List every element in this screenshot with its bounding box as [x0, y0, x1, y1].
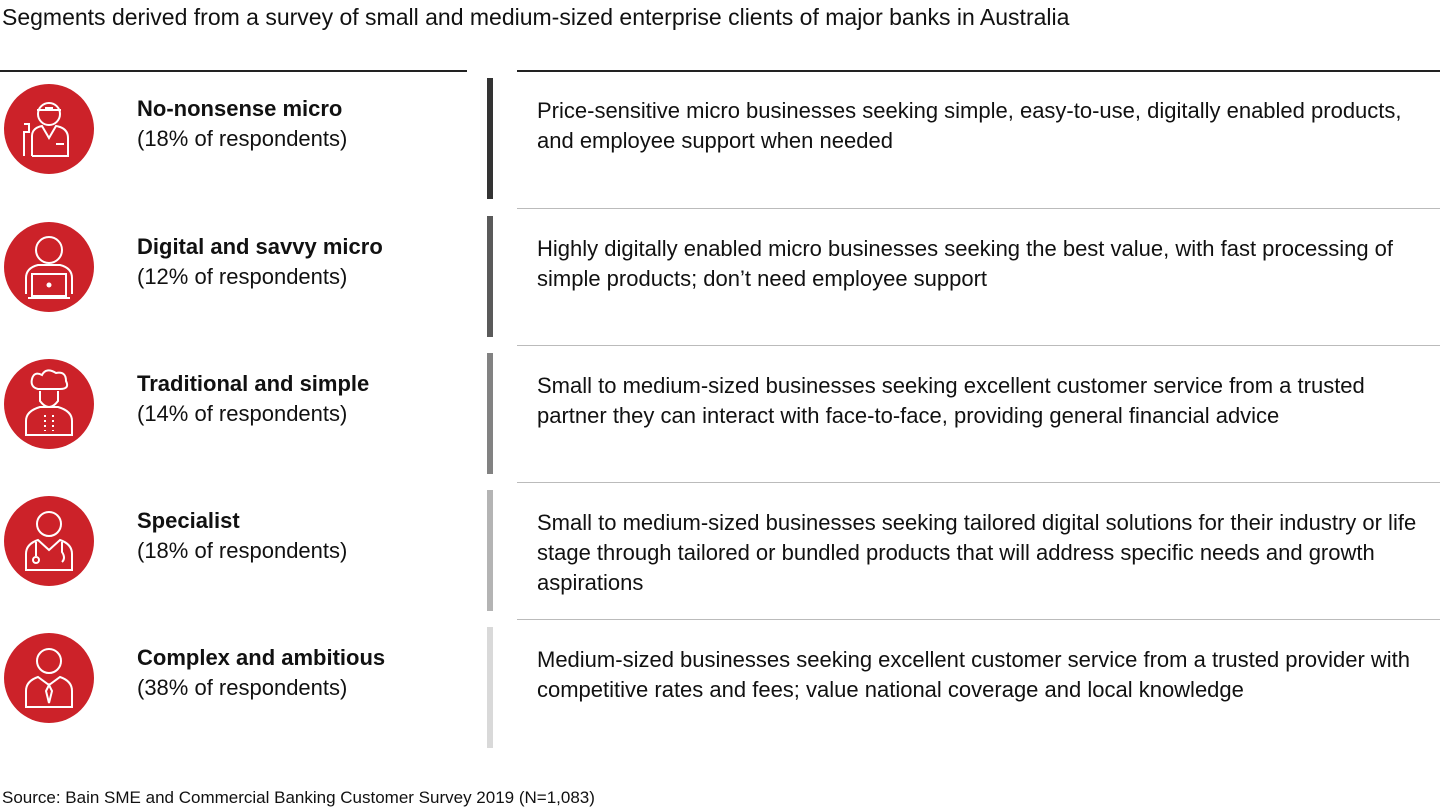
segment-description: Small to medium-sized businesses seeking…	[537, 373, 1365, 428]
plumber-icon	[4, 84, 94, 174]
divider	[0, 70, 467, 72]
segment-share: (14% of respondents)	[137, 401, 348, 426]
segment-description: Price-sensitive micro businesses seeking…	[537, 98, 1402, 153]
divider	[517, 345, 1440, 346]
segment-description: Highly digitally enabled micro businesse…	[537, 236, 1394, 291]
doctor-icon	[4, 496, 94, 586]
divider	[517, 619, 1440, 620]
segment-description: Small to medium-sized businesses seeking…	[537, 510, 1417, 595]
segment-share: (18% of respondents)	[137, 538, 348, 563]
segment-row: Specialist (18% of respondents) Small to…	[0, 482, 1440, 618]
segment-share: (12% of respondents)	[137, 264, 348, 289]
chef-icon	[4, 359, 94, 449]
segment-bar	[487, 353, 493, 474]
segment-description: Medium-sized businesses seeking excellen…	[537, 647, 1411, 702]
segment-share: (38% of respondents)	[137, 675, 348, 700]
segment-bar	[487, 216, 493, 337]
person-laptop-icon	[4, 222, 94, 312]
segment-row: No-nonsense micro (18% of respondents) P…	[0, 70, 1440, 206]
segment-row: Traditional and simple (14% of responden…	[0, 345, 1440, 481]
source-note: Source: Bain SME and Commercial Banking …	[2, 788, 595, 807]
segment-name: No-nonsense micro	[137, 96, 343, 121]
segment-row: Digital and savvy micro (12% of responde…	[0, 208, 1440, 344]
segment-name: Traditional and simple	[137, 371, 370, 396]
segment-bar	[487, 627, 493, 748]
segment-name: Digital and savvy micro	[137, 234, 383, 259]
page-title: Segments derived from a survey of small …	[2, 4, 1070, 30]
segment-row: Complex and ambitious (38% of respondent…	[0, 619, 1440, 755]
segment-name: Complex and ambitious	[137, 645, 386, 670]
divider	[517, 208, 1440, 209]
segment-bar	[487, 490, 493, 611]
divider	[517, 482, 1440, 483]
segment-bar	[487, 78, 493, 199]
segment-share: (18% of respondents)	[137, 126, 348, 151]
divider	[517, 70, 1440, 72]
segment-name: Specialist	[137, 508, 240, 533]
businessperson-icon	[4, 633, 94, 723]
